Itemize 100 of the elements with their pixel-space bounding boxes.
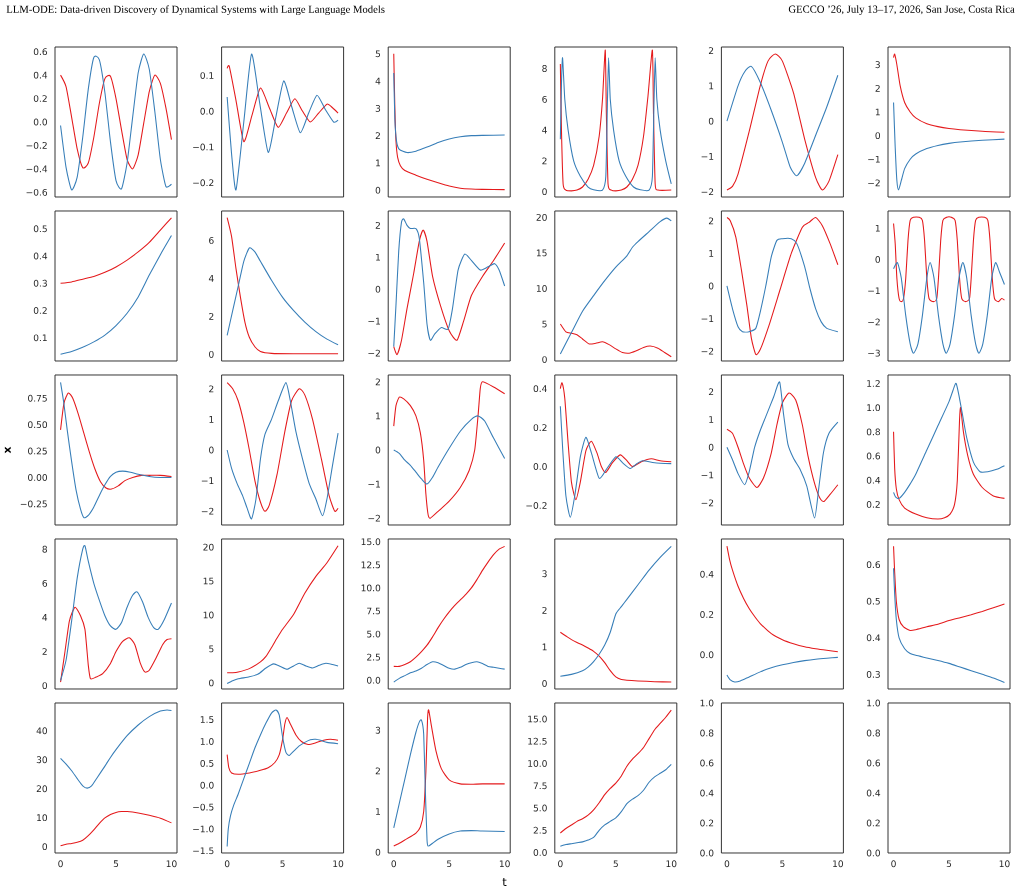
line-series [559,323,672,358]
y-tick-label: −1 [868,155,880,163]
y-tick-label: 7.5 [367,607,381,615]
y-tick-label: 1 [709,250,714,257]
line-series [893,216,1005,303]
y-tick-label: 2.5 [533,826,547,834]
line-series [559,382,672,501]
y-tick-label: 1.0 [700,699,714,707]
y-tick-label: 0.75 [28,394,47,402]
x-tick-label: 5 [113,860,119,868]
y-tick-label: −0.5 [193,803,214,811]
y-tick-label: 0 [209,679,214,687]
y-tick-label: −0.2 [26,142,47,149]
y-tick-label: 5 [542,320,547,328]
y-tick-label: 2 [708,388,714,396]
line-series [60,392,172,490]
line-series [893,407,1005,520]
line-series [393,661,506,683]
y-tick-label: 0.00 [28,474,48,481]
y-tick-label: 0.4 [33,71,48,79]
x-tick-label: 10 [833,860,844,868]
line-series [393,415,506,485]
y-tick-label: 0.4 [700,789,714,797]
x-tick-label: 10 [166,860,177,868]
line-series [226,217,339,355]
y-tick-label: 0.0 [33,118,48,126]
y-tick-label: 3 [875,61,880,69]
y-tick-label: 0.4 [700,570,714,578]
y-tick-label: −2 [701,499,714,507]
y-tick-label: −1 [201,477,214,484]
line-series [893,53,1005,133]
y-tick-label: 3 [375,726,381,734]
text: LLM-ODE: Data-driven Discovery of Dynamical Systems with Large Language Models [6,5,385,16]
line-series [226,53,339,191]
line-series [559,217,672,355]
y-tick-label: 10 [536,285,547,292]
y-tick-label: 2 [375,767,380,775]
line-series [60,545,172,682]
x-tick-label: 10 [333,860,344,868]
y-tick-label: 4 [542,126,547,134]
y-tick-label: 10 [203,611,214,619]
y-tick-label: 0 [42,843,48,851]
y-tick-label: 1 [709,82,714,90]
y-tick-label: 0.5 [33,225,47,233]
y-tick-label: 0 [375,446,381,454]
line-series [726,545,839,653]
y-tick-label: 2 [708,217,714,225]
line-series [726,53,839,191]
y-tick-label: 0.5 [200,759,214,767]
line-series [60,709,172,789]
x-tick-label: 0 [558,860,563,868]
y-tick-label: 0 [708,443,714,451]
y-tick-label: 0.6 [33,48,48,56]
y-tick-label: 0.0 [700,849,714,857]
x-tick-label: 10 [999,860,1010,868]
y-tick-label: 8 [542,65,547,72]
y-tick-label: 1.5 [200,716,214,723]
y-tick-label: −0.4 [26,165,48,173]
y-tick-label: 1 [209,416,214,423]
y-tick-label: −2 [868,179,880,187]
y-tick-label: 0 [542,188,547,196]
y-tick-label: 1 [875,224,880,232]
line-series [393,381,506,519]
y-tick-label: 12.5 [528,737,547,745]
x-tick-label: 0 [891,860,896,868]
line-series [726,216,839,356]
line-series [726,381,839,519]
y-tick-label: −2 [868,318,880,326]
y-tick-label: 0 [542,680,547,687]
y-tick-label: 0.6 [866,452,881,460]
line-series [226,716,339,775]
y-tick-label: 0.2 [700,611,714,618]
y-tick-label: 2 [209,385,214,393]
y-tick-label: 0 [375,848,381,856]
y-tick-label: 1 [376,253,380,261]
y-tick-label: 10.0 [528,760,547,767]
y-tick-label: 0.3 [866,670,880,678]
line-series [393,72,506,154]
line-series [559,545,672,677]
line-series [60,235,172,355]
line-series [559,405,672,518]
y-tick-label: 0.4 [866,634,881,642]
y-tick-label: 0.0 [367,676,381,684]
line-series [893,545,1005,631]
line-series [726,65,839,177]
line-series [559,709,672,834]
x-tick-label: 5 [447,860,452,868]
y-tick-label: 2 [209,313,214,320]
y-tick-label: −1 [701,471,714,479]
y-tick-label: 1.2 [867,380,880,387]
y-tick-label: 0 [875,132,881,140]
y-tick-label: −2 [201,507,214,515]
y-tick-label: 1 [376,808,380,815]
y-tick-label: −1.0 [193,825,214,833]
y-tick-label: 1 [376,412,380,420]
y-tick-label: 4 [208,275,214,282]
y-tick-label: −0.25 [20,500,47,508]
y-tick-label: 20 [536,213,547,221]
y-tick-label: 3 [375,104,381,112]
y-tick-label: 0.8 [866,729,880,737]
